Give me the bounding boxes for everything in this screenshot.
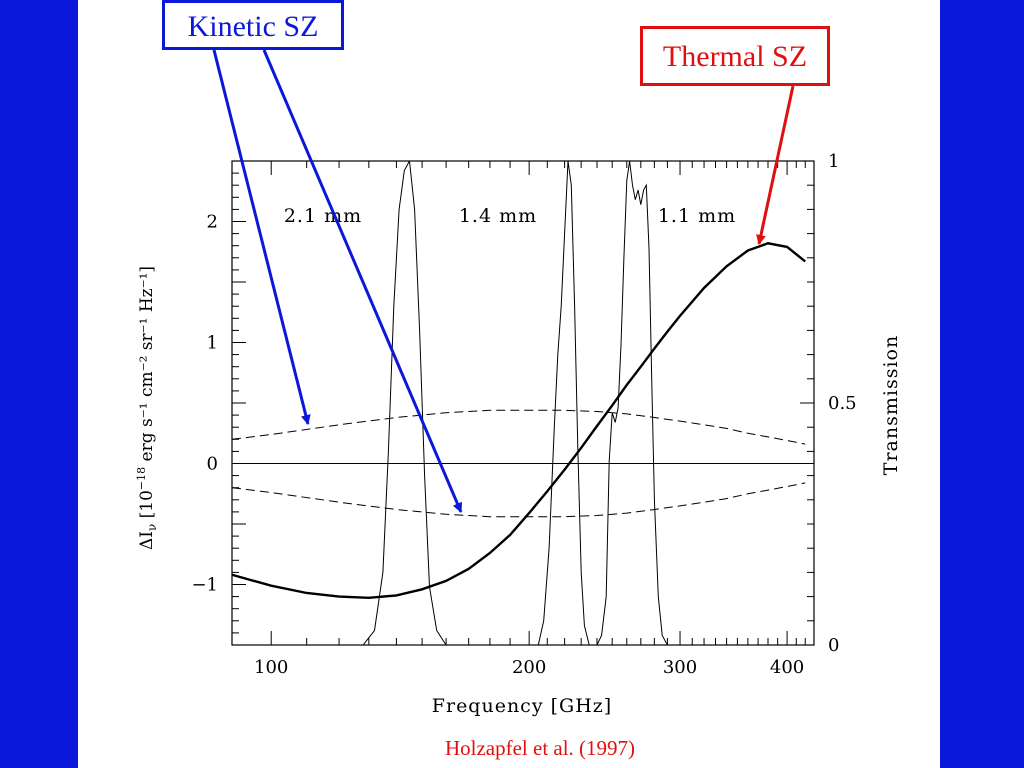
band-label-2: 1.1 mm (658, 205, 736, 227)
y-tick-label: 0 (207, 454, 218, 475)
plot-area: 2.1 mm 1.4 mm 1.1 mm (232, 161, 814, 645)
kinetic-arrow-positive (212, 49, 311, 425)
kinetic-sz-callout: Kinetic SZ (162, 0, 344, 50)
band-transmission-curve-3 (362, 161, 447, 645)
x-tick-label: 200 (512, 657, 546, 678)
x-tick-label: 100 (254, 657, 288, 678)
y2-tick-label: 0 (828, 635, 839, 656)
plot-frame (231, 160, 815, 646)
x-axis-label: Frequency [GHz] (432, 695, 612, 717)
x-tick-label: 300 (663, 657, 697, 678)
left-axis-label-units: erg s⁻¹ cm⁻² sr⁻¹ Hz⁻¹] (137, 266, 157, 467)
y-tick-label: 2 (207, 212, 218, 233)
left-axis-label-rest: [10 (137, 490, 157, 524)
right-frame-bar (940, 0, 1024, 768)
kinetic-arrow-negative (262, 49, 463, 513)
kinetic-sz-curve-1 (232, 409, 806, 445)
thermal-sz-callout: Thermal SZ (640, 26, 830, 86)
left-axis-label: ΔIν [10−18 erg s⁻¹ cm⁻² sr⁻¹ Hz⁻¹] (135, 266, 159, 550)
y-tick-label: −1 (191, 575, 218, 596)
kinetic-sz-curve-2 (232, 482, 806, 518)
band-label-1: 1.4 mm (459, 205, 537, 227)
right-axis-label: Transmission (880, 335, 902, 475)
y2-tick-label: 0.5 (828, 393, 857, 414)
band-transmission-curve-4 (537, 161, 590, 645)
left-axis-label-sub: ν (145, 524, 159, 531)
band-label-0: 2.1 mm (284, 205, 362, 227)
x-tick-label: 400 (770, 657, 804, 678)
thermal-arrow (756, 85, 795, 245)
y-tick-label: 1 (207, 333, 218, 354)
thermal-sz-curve (232, 242, 806, 600)
left-axis-label-main: ΔI (137, 531, 157, 550)
y2-tick-label: 1 (828, 151, 839, 172)
left-frame-bar (0, 0, 78, 768)
citation: Holzapfel et al. (1997) (444, 736, 636, 760)
band-transmission-curve-5 (596, 161, 668, 645)
left-axis-label-exp: −18 (135, 467, 148, 490)
